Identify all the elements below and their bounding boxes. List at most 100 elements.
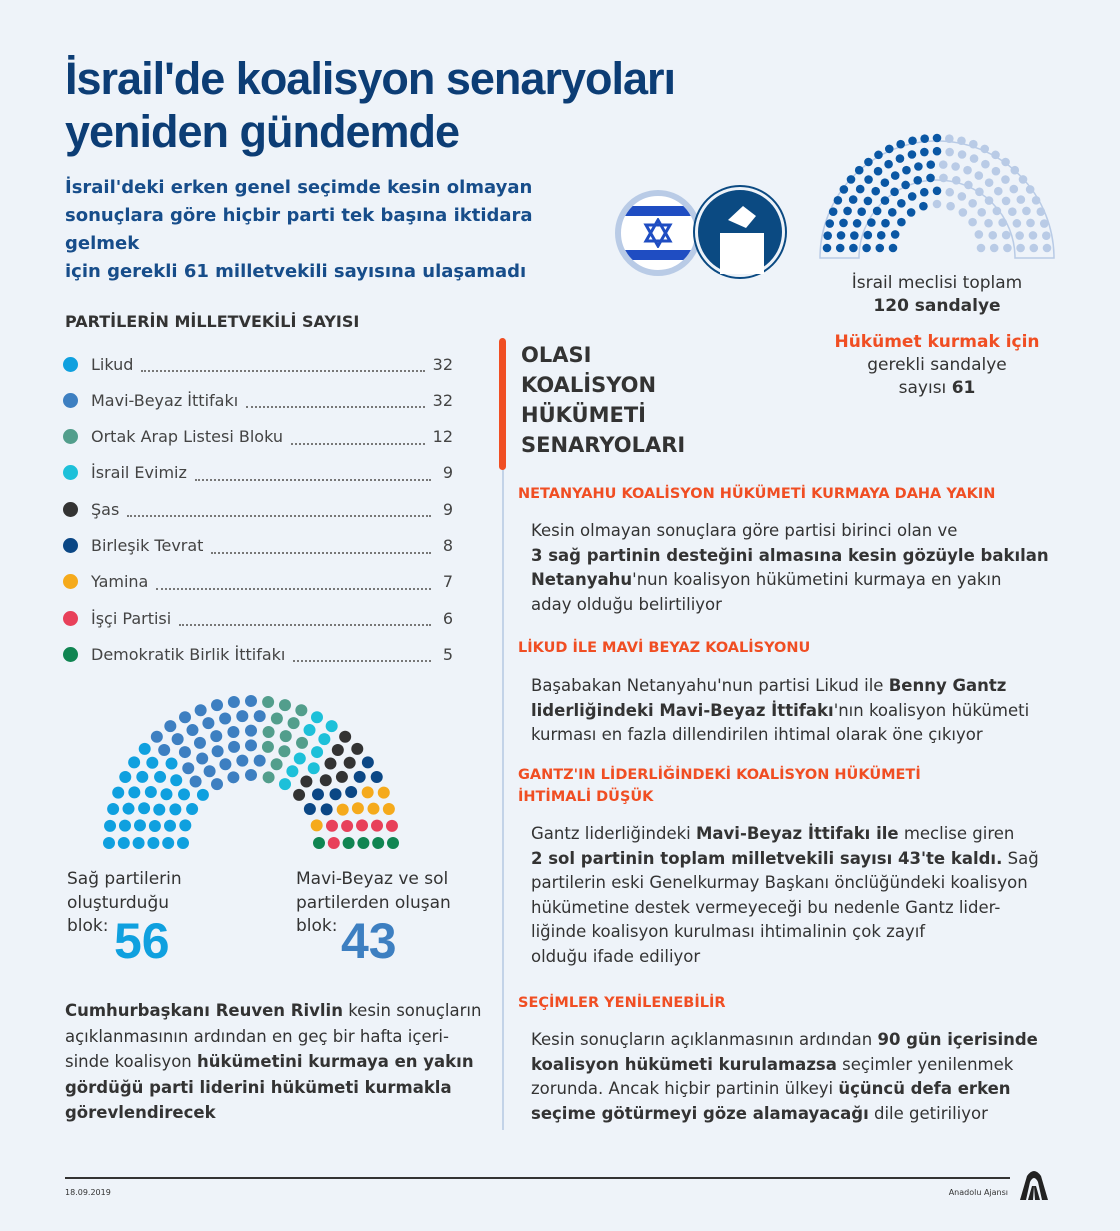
seat-dot — [153, 803, 166, 816]
paragraph-line: aday olduğu belirtiliyor — [531, 593, 1049, 618]
dotted-leader — [179, 616, 431, 627]
seat-dot — [118, 819, 131, 832]
seat-dot — [855, 184, 865, 194]
seat-dot — [138, 742, 151, 755]
divider — [502, 338, 504, 1130]
subtitle-line: sonuçlara göre hiçbir parti tek başına i… — [65, 205, 533, 254]
paragraph-line: olduğu ifade ediliyor — [531, 945, 1039, 970]
majority-number: 61 — [951, 378, 976, 398]
party-row: Mavi-Beyaz İttifakı 32 — [63, 389, 453, 411]
party-name: İsrail Evimiz — [91, 463, 187, 483]
seat-dot — [203, 765, 216, 778]
parliament-seat-chart — [103, 695, 399, 849]
party-name: Mavi-Beyaz İttifakı — [91, 390, 239, 410]
party-color-dot — [63, 610, 78, 626]
caption-line: gerekli sandalye — [867, 355, 1007, 375]
seat-dot — [902, 165, 911, 175]
seat-dot — [1016, 195, 1026, 204]
dotted-leader — [127, 507, 431, 518]
seat-dot — [160, 788, 173, 801]
seat-dot — [278, 699, 291, 712]
seat-dot — [1009, 184, 1019, 194]
seat-dot — [351, 802, 364, 815]
seat-dot — [148, 820, 161, 833]
seat-dot — [1015, 231, 1024, 240]
seat-dot — [839, 185, 849, 194]
seat-dot — [968, 217, 977, 227]
seat-dot — [293, 788, 306, 801]
seat-dot — [179, 711, 192, 724]
seat-dot — [846, 175, 856, 184]
seat-dot — [1042, 231, 1051, 240]
party-color-dot — [63, 646, 78, 662]
bold-text: liderliğindeki Mavi-Beyaz İttifakı — [531, 700, 834, 720]
seat-dot — [320, 803, 333, 816]
party-name: Demokratik Birlik İttifakı — [91, 644, 286, 664]
seat-dot — [1039, 219, 1049, 228]
scenario-heading-line: İHTİMALİ DÜŞÜK — [518, 789, 654, 805]
text: seçimler yenilenmek — [836, 1054, 1014, 1074]
bold-text: Mavi-Beyaz İttifakı ile — [696, 824, 899, 843]
seat-dot — [968, 198, 977, 208]
seat-dot — [945, 187, 955, 197]
seat-dot — [957, 192, 967, 201]
seat-dot — [336, 803, 349, 816]
text: Gantz liderliğindeki — [531, 824, 696, 843]
seat-dot — [836, 231, 846, 240]
seat-dot — [1001, 175, 1010, 184]
seat-dot — [1008, 207, 1017, 217]
seat-dot — [253, 710, 266, 723]
footer-divider — [65, 1177, 1010, 1179]
seat-dot — [307, 762, 320, 775]
seat-dot — [165, 757, 178, 770]
seat-dot — [871, 186, 881, 196]
text: Sağ — [1002, 848, 1039, 868]
seat-dot — [279, 778, 291, 791]
seat-dot — [196, 788, 209, 801]
scenario-heading-line: LİKUD İLE MAVİ BEYAZ KOALİSYONU — [518, 640, 811, 656]
seat-dot — [227, 771, 240, 784]
seat-dot — [313, 837, 325, 849]
seat-dot — [186, 803, 199, 815]
paragraph-line: Kesin sonuçların açıklanmasının ardından… — [531, 1028, 1038, 1053]
paragraph-line: açıklanmasının ardından en geç bir hafta… — [65, 1024, 481, 1050]
seat-dot — [951, 162, 960, 171]
seat-dot — [178, 746, 191, 759]
seat-dot — [211, 778, 223, 791]
seat-dot — [895, 154, 905, 163]
seat-dot — [839, 218, 848, 228]
seat-dot — [863, 230, 873, 240]
seat-dot — [901, 180, 910, 190]
seat-dot — [1025, 185, 1035, 194]
text: Başabakan Netanyahu'nun partisi Likud il… — [531, 676, 889, 695]
seat-dot — [897, 198, 906, 208]
party-row: Ortak Arap Listesi Bloku 12 — [63, 426, 453, 448]
seat-dot — [1031, 195, 1041, 205]
seat-dot — [1036, 207, 1046, 216]
seat-dot — [914, 162, 923, 171]
seat-dot — [984, 196, 994, 205]
seat-dot — [128, 756, 141, 769]
seat-dot — [872, 206, 882, 216]
bold-text: 3 sağ partinin desteğini almasına kesin … — [531, 545, 1049, 565]
seat-dot — [989, 243, 999, 253]
seat-dot — [361, 786, 374, 799]
seat-dot — [236, 710, 249, 723]
paragraph-line: liderliğindeki Mavi-Beyaz İttifakı'nın k… — [531, 699, 1029, 724]
seat-dot — [144, 785, 157, 798]
seat-dot — [219, 758, 232, 771]
seat-dot — [186, 724, 199, 737]
scenario-heading: LİKUD İLE MAVİ BEYAZ KOALİSYONU — [518, 637, 810, 659]
seat-dot — [387, 837, 399, 849]
seat-dot — [1001, 230, 1011, 240]
paragraph-line: Kesin olmayan sonuçlara göre partisi bir… — [531, 519, 1049, 544]
seat-dot — [890, 230, 900, 239]
seat-dot — [245, 724, 257, 737]
seat-dot — [857, 207, 866, 217]
paragraph-line: Gantz liderliğindeki Mavi-Beyaz İttifakı… — [531, 822, 1039, 847]
seat-dot — [876, 230, 886, 240]
seat-dot — [919, 187, 929, 197]
anadolu-agency-logo-icon — [1020, 1171, 1048, 1200]
text: hükümetine destek vermeyeceği bu nedenle… — [531, 897, 1001, 917]
party-row: Şas 9 — [63, 498, 453, 520]
